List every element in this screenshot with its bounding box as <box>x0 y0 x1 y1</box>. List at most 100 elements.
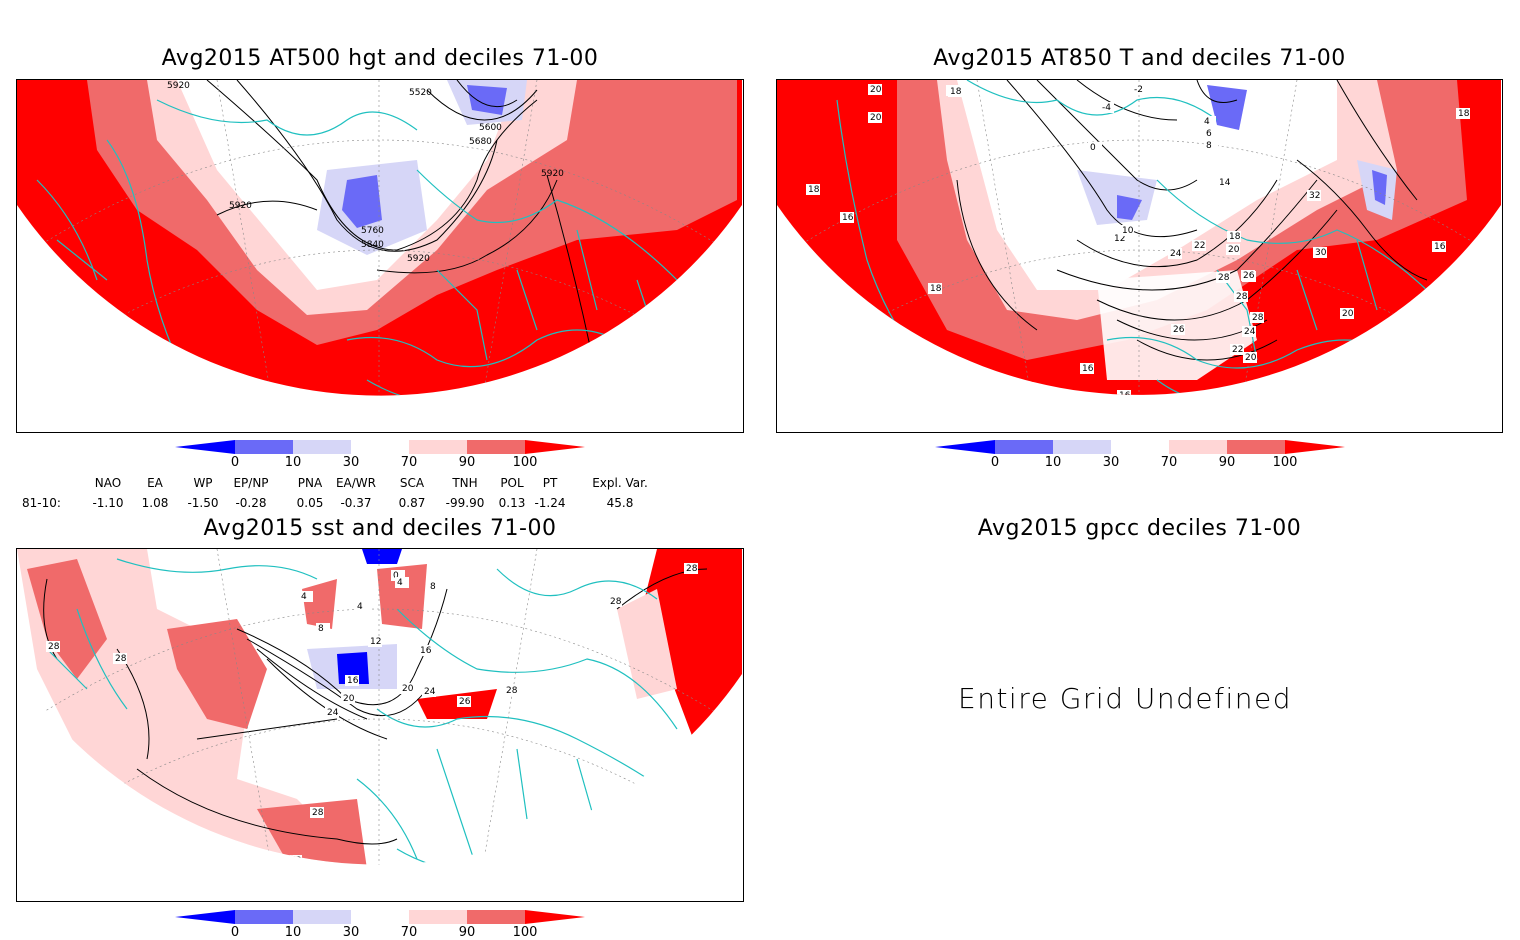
index-header: NAO <box>94 476 122 490</box>
contour-label-box <box>1171 324 1185 335</box>
contour-label-box <box>1216 272 1230 283</box>
contour-label: -4 <box>1102 103 1111 113</box>
contour-label: 0 <box>393 571 399 581</box>
contour-label: 8 <box>318 624 324 634</box>
contour-label-box <box>391 570 405 581</box>
contour-label: 28 <box>290 856 302 866</box>
contour-label-box <box>1250 312 1264 323</box>
contour-label-box <box>1120 225 1134 236</box>
contour-label: 18 <box>808 185 820 195</box>
contour-label: 5600 <box>479 123 502 133</box>
colorbar-tick-label: 10 <box>1044 455 1062 470</box>
decile-field-red-e <box>637 549 742 749</box>
contour-label: 28 <box>115 654 127 664</box>
contour-label: 26 <box>459 697 471 707</box>
contour-label: 16 <box>842 213 854 223</box>
index-header: SCA <box>399 476 425 490</box>
decile-field-blue-n <box>467 85 507 115</box>
index-row-label: 81-10: <box>22 496 61 510</box>
colorbar-swatch <box>1111 440 1169 454</box>
contour-label-box <box>1230 344 1244 355</box>
panel-title-at500: Avg2015 AT500 hgt and deciles 71-00 <box>161 46 599 71</box>
teleconnection-indices: NAO EA WP EP/NP PNA EA/WR SCA TNH POL PT Expl. Var… <box>0 474 760 514</box>
country-borders <box>46 558 678 865</box>
contour-label-box <box>395 577 409 588</box>
colorbar-graphic <box>175 440 585 454</box>
colorbar-swatch <box>351 910 409 924</box>
contour-label-box <box>316 623 330 634</box>
contour-label: 16 <box>347 676 359 686</box>
contour-label-box <box>1202 116 1216 127</box>
decile-field-blue-n <box>362 549 402 564</box>
contour-label: 5680 <box>469 137 492 147</box>
colorbar-graphic <box>175 910 585 924</box>
contour-label: 28 <box>1218 273 1230 283</box>
contour-label: 14 <box>1219 178 1231 188</box>
decile-field-blue-e <box>1372 170 1387 205</box>
contour-label-box <box>948 86 962 97</box>
contour-label-box <box>1234 291 1248 302</box>
colorbar-swatch <box>1169 440 1227 454</box>
contour-label-box <box>1132 84 1146 95</box>
colorbar-swatch <box>467 440 525 454</box>
contour-label-box <box>350 891 364 900</box>
decile-field-red-nc <box>377 564 427 629</box>
index-value: -1.50 <box>187 496 219 510</box>
colorbar-swatch <box>467 910 525 924</box>
contour-label: 16 <box>1119 391 1131 401</box>
colorbar-swatch <box>293 910 351 924</box>
contour-label-box <box>1432 241 1446 252</box>
contour-label: 28 <box>686 564 698 574</box>
contour-label: 32 <box>1309 191 1320 201</box>
contour-label-box <box>355 601 369 612</box>
contour-label: 16 <box>1434 242 1446 252</box>
colorbar-swatch <box>175 910 235 924</box>
index-header: Expl. Var. <box>592 476 648 490</box>
decile-field-blue-n <box>1207 85 1247 130</box>
colorbar-graphic <box>935 440 1345 454</box>
contour-label: 28 <box>1252 313 1264 323</box>
contour-label-box <box>1112 233 1126 244</box>
contour-label: 4 <box>1204 117 1210 127</box>
contour-label: 26 <box>1173 325 1185 335</box>
contour-label-box <box>299 591 313 602</box>
contour-label-box <box>1456 108 1470 119</box>
index-header: POL <box>500 476 524 490</box>
contour-label: 20 <box>1228 245 1240 255</box>
contour-label-box <box>928 283 942 294</box>
contour-label-box <box>1227 231 1241 242</box>
grid-lines <box>777 80 1501 395</box>
contour-label-box <box>457 696 471 707</box>
decile-field-blue <box>1117 195 1142 220</box>
contour-label: 5920 <box>541 169 564 179</box>
contour-label: 16 <box>1151 411 1163 421</box>
contour-label: 24 <box>424 687 436 697</box>
contour-label: 16 <box>1082 364 1094 374</box>
index-value: 45.8 <box>606 496 634 510</box>
decile-field-red-w <box>167 619 267 729</box>
contour-label-box <box>1117 390 1131 395</box>
contour-label: 12 <box>1114 234 1125 244</box>
contour-label-box <box>368 636 382 647</box>
undefined-grid-message: Entire Grid Undefined <box>958 682 1293 715</box>
index-header: PNA <box>297 476 323 490</box>
contour-label: 18 <box>1458 109 1470 119</box>
colorbar-swatch <box>935 440 995 454</box>
contour-label-box <box>400 683 414 694</box>
contour-label: 20 <box>870 85 882 95</box>
contour-label: 24 <box>327 708 339 718</box>
contour-label-box <box>1307 190 1321 201</box>
index-value: -0.37 <box>340 496 372 510</box>
contour-label-box <box>325 707 339 718</box>
colorbar-swatch <box>1227 440 1285 454</box>
contour-label-box <box>422 686 436 697</box>
contour-label: 20 <box>870 113 882 123</box>
panel-title-at850: Avg2015 AT850 T and deciles 71-00 <box>933 46 1346 71</box>
contour-label-box <box>840 212 854 223</box>
index-header: WP <box>193 476 213 490</box>
contour-label-box <box>428 581 442 592</box>
contour-label: 4 <box>301 592 307 602</box>
contour-label: 5920 <box>229 201 252 211</box>
colorbar-swatch <box>409 910 467 924</box>
